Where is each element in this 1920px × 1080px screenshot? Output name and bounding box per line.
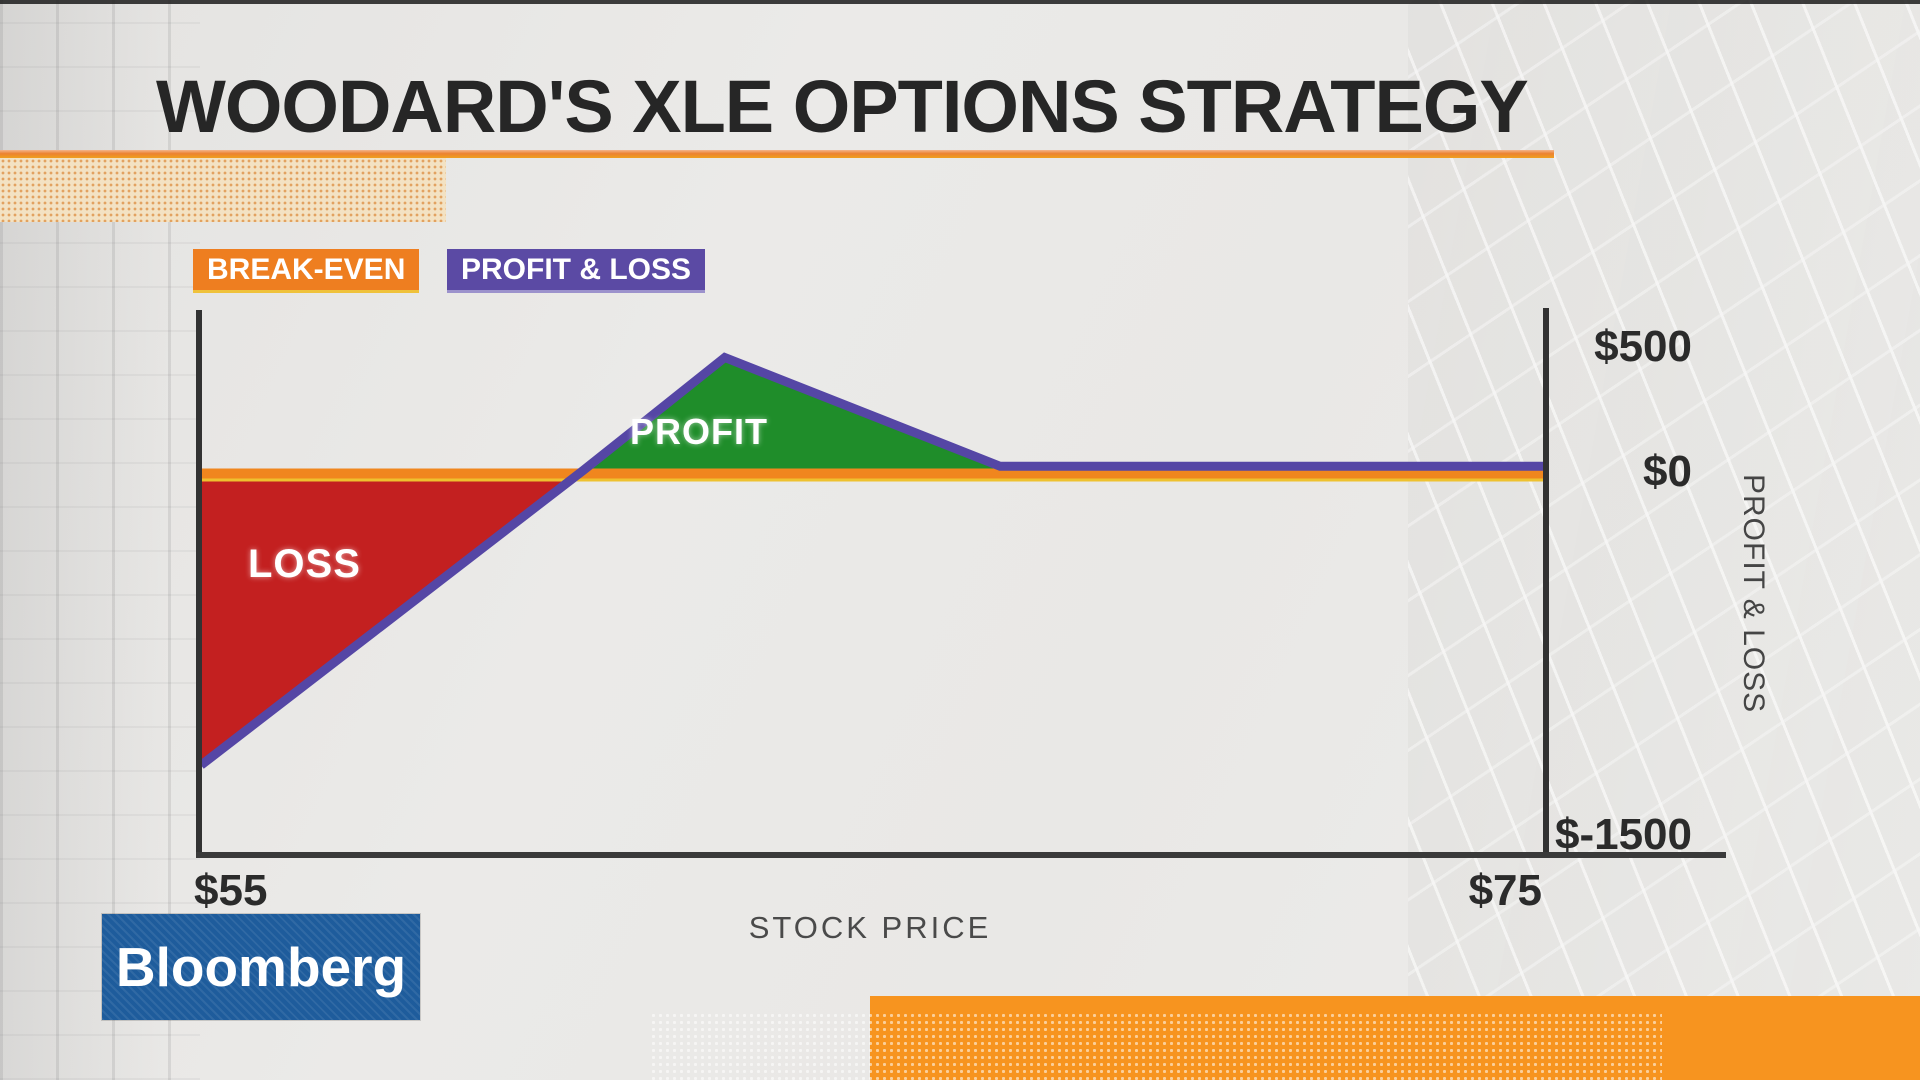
top-border-strip — [0, 0, 1920, 4]
x-axis-title: STOCK PRICE — [748, 910, 992, 945]
bloomberg-logo: Bloomberg — [102, 914, 420, 1020]
y-tick-neg1500: $-1500 — [1554, 810, 1692, 859]
title-dotted-accent — [0, 158, 446, 222]
y-tick-500: $500 — [1594, 322, 1692, 371]
chart-title: WOODARD'S XLE OPTIONS STRATEGY — [156, 65, 1529, 148]
profit-area — [583, 357, 1001, 470]
bloomberg-logo-text: Bloomberg — [115, 936, 407, 998]
y-axis-right — [1543, 308, 1549, 856]
legend-badge-profit-loss: PROFIT & LOSS — [447, 249, 706, 293]
y-axis-title: PROFIT & LOSS — [1737, 474, 1770, 714]
background-glass-lattice — [1408, 0, 1920, 1080]
x-axis — [196, 852, 1726, 858]
y-axis-left — [196, 310, 202, 856]
loss-region-label: LOSS — [248, 542, 361, 586]
y-tick-0: $0 — [1643, 447, 1692, 496]
profit-loss-line — [198, 352, 1544, 769]
x-tick-55: $55 — [194, 866, 268, 915]
x-tick-75: $75 — [1468, 866, 1542, 915]
bottom-dotted-accent — [650, 1012, 1662, 1080]
profit-region-label: PROFIT — [630, 411, 768, 452]
legend-badge-breakeven: BREAK-EVEN — [193, 249, 420, 293]
title-underline-bar — [0, 150, 1554, 158]
